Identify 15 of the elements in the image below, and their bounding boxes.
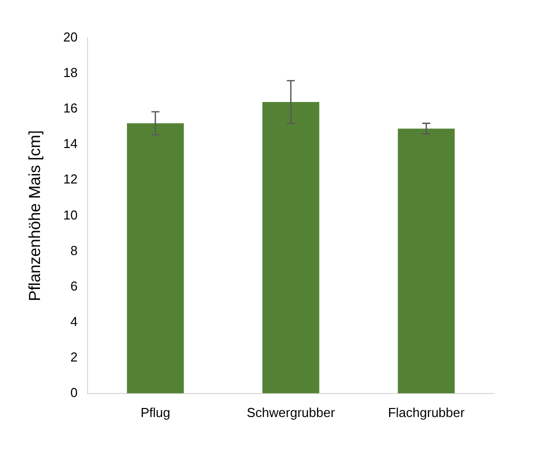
y-tick-label: 16 (63, 100, 78, 116)
y-axis-title: Pflanzenhöhe Mais [cm] (27, 130, 44, 302)
x-tick-label: Schwergrubber (246, 404, 336, 420)
y-tick-label: 12 (63, 172, 78, 187)
y-tick-label: 8 (70, 242, 78, 258)
y-tick-label: 10 (63, 207, 78, 222)
y-tick-label: 14 (63, 136, 78, 152)
y-tick-label: 18 (63, 65, 78, 80)
y-tick-label: 2 (70, 349, 78, 364)
y-tick-label: 6 (70, 278, 78, 294)
y-tick-label: 20 (63, 30, 78, 45)
x-tick-label: Pflug (140, 404, 170, 420)
y-tick-label: 4 (70, 314, 78, 329)
x-tick-label: Flachgrubber (388, 404, 466, 420)
y-tick-label: 0 (70, 384, 78, 400)
